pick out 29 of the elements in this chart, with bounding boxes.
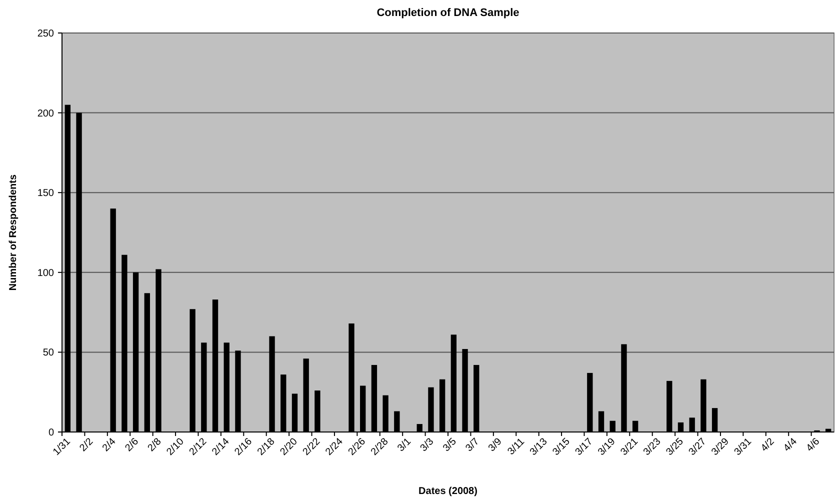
y-tick-label: 50: [42, 348, 54, 359]
x-tick-label: 3/5: [441, 436, 460, 454]
chart-title: Completion of DNA Sample: [376, 7, 520, 19]
x-tick-label: 2/8: [146, 436, 164, 454]
x-tick-label: 3/11: [506, 436, 528, 458]
y-tick-label: 200: [37, 108, 54, 120]
x-tick-label: 2/2: [78, 436, 96, 454]
x-tick-label: 3/31: [732, 436, 754, 458]
x-tick-label: 4/2: [759, 436, 777, 454]
y-tick-label: 100: [37, 268, 54, 279]
x-tick-label: 2/6: [123, 436, 142, 454]
x-axis-title: Dates (2008): [418, 486, 478, 497]
x-tick-label: 2/4: [100, 436, 119, 454]
x-tick-label: 4/4: [782, 436, 800, 454]
x-tick-label: 3/23: [642, 436, 664, 458]
x-tick-label: 3/21: [618, 436, 641, 458]
y-tick-label: 150: [37, 188, 54, 200]
x-tick-label: 3/1: [396, 436, 414, 454]
x-tick-label: 3/9: [486, 436, 505, 454]
x-tick-label: 4/6: [804, 436, 822, 454]
y-tick-label: 0: [48, 428, 54, 438]
x-tick-label: 1/31: [51, 436, 74, 458]
x-tick-label: 3/3: [418, 436, 436, 454]
x-tick-label: 3/19: [596, 436, 618, 458]
y-axis-title: Number of Respondents: [8, 174, 19, 291]
x-tick-label: 3/13: [528, 436, 550, 458]
y-tick-label: 250: [37, 28, 54, 40]
x-tick-label: 3/7: [464, 436, 482, 454]
x-tick-label: 3/29: [710, 436, 732, 458]
